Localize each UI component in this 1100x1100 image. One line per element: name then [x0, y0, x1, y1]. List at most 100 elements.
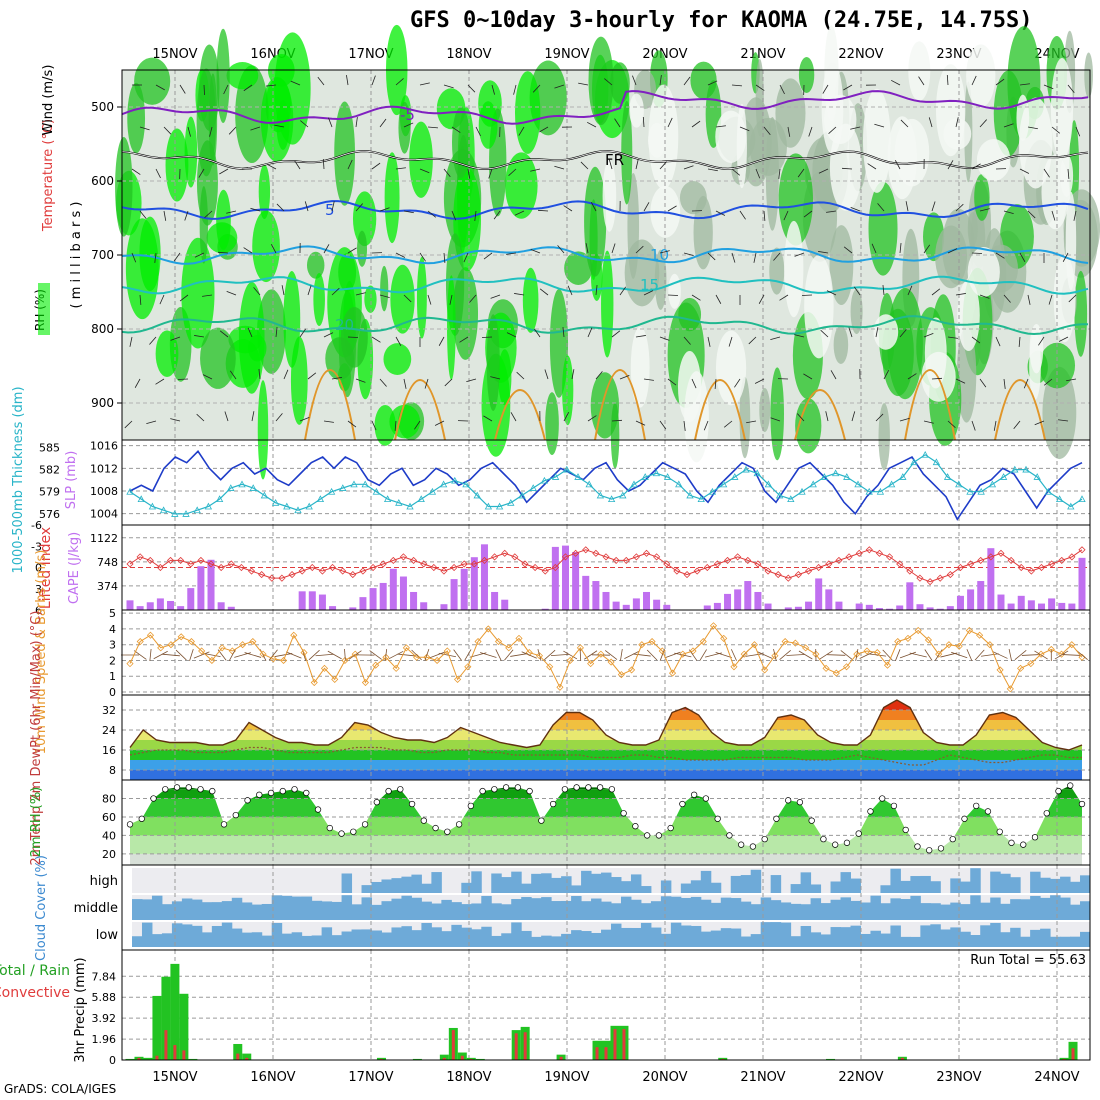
wind-barb	[371, 336, 381, 343]
rh-marker	[949, 835, 956, 843]
wind-barb	[890, 79, 901, 86]
cloud-cell	[431, 903, 442, 920]
cape-bar	[956, 595, 964, 610]
chart-title: GFS 0~10day 3-hourly for KAOMA (24.75E, …	[410, 8, 1033, 33]
wind-barb	[379, 378, 387, 387]
cloud-cell	[680, 925, 692, 947]
wind-barb	[481, 336, 493, 338]
wind-barb	[763, 210, 766, 221]
cloud-cell	[810, 898, 822, 920]
rh-blob	[1074, 270, 1088, 357]
cloud-cell	[471, 871, 482, 893]
wind-barb	[611, 243, 616, 254]
rh-blob	[759, 387, 771, 433]
rh-blob	[208, 73, 218, 166]
rh-blob	[252, 210, 280, 283]
cloud-cell	[1060, 876, 1071, 893]
rh-blob	[235, 65, 269, 164]
rh-marker	[996, 828, 1003, 835]
cloud-cell	[740, 936, 752, 947]
wind-barb	[228, 126, 237, 135]
cloud-cell	[700, 870, 712, 893]
cloud-cell	[1020, 899, 1031, 920]
cloud-cell	[211, 902, 223, 920]
wind-barb-10m	[537, 648, 542, 662]
cloud-cell	[241, 932, 253, 947]
wind-barb	[995, 336, 1001, 347]
wind-barb	[635, 159, 639, 170]
wind-barb-10m	[604, 650, 618, 660]
wind-barb	[443, 84, 454, 89]
precip-conv-bar	[595, 1047, 599, 1060]
thickness-marker	[719, 480, 728, 488]
thickness-marker	[943, 473, 952, 480]
precip-conv-bar	[604, 1047, 608, 1060]
wind-barb-10m	[855, 648, 859, 662]
wind-barb	[707, 252, 716, 261]
rh-dry-blob	[894, 118, 930, 187]
warm-contour	[394, 379, 446, 441]
rh-dry-blob	[715, 110, 747, 163]
wind-barb	[875, 327, 879, 338]
cloud-cell	[660, 896, 672, 920]
rh-dry-blob	[715, 330, 747, 406]
wind-barb	[514, 210, 525, 216]
cloud-cell	[790, 936, 802, 947]
rh-blob	[200, 327, 236, 389]
rh-blob	[1084, 52, 1093, 98]
wind-barb	[347, 420, 357, 428]
rh-marker	[855, 830, 862, 837]
cloud-cell	[810, 932, 822, 947]
precip-tick-label: 0	[109, 1054, 116, 1067]
wind-barb-10m	[924, 649, 933, 661]
wind-barb	[604, 78, 613, 86]
rh-blob	[601, 250, 614, 358]
cloud-cell	[331, 901, 343, 920]
contour-label: 10	[650, 246, 669, 264]
wind-barb-10m	[859, 651, 875, 659]
cape-bar	[592, 581, 600, 610]
wind-barb	[539, 126, 549, 133]
cloud-cell	[271, 895, 283, 920]
cloud-cell	[521, 930, 532, 947]
rh-dry-blob	[966, 44, 996, 108]
wind-barb-10m	[480, 652, 497, 658]
cloud-cell	[411, 874, 422, 893]
thickness-tick-label: 576	[39, 508, 60, 521]
cloud-cell	[611, 903, 622, 920]
cloud-cell	[850, 925, 861, 947]
rh-blob	[383, 343, 412, 376]
li-marker	[177, 556, 185, 564]
cloud-cell	[251, 932, 263, 947]
cloud-cell	[970, 895, 981, 920]
cloud-cell	[221, 901, 233, 920]
precip-conv-bar	[559, 1056, 563, 1060]
wind-marker	[177, 633, 185, 641]
precip-conv-bar	[245, 1057, 249, 1060]
cloud-cell	[700, 899, 712, 920]
rh-blob	[679, 181, 707, 215]
wind-barb	[822, 84, 829, 94]
warm-contour	[794, 389, 846, 441]
wind-barb	[753, 252, 757, 263]
wind-barb-10m	[974, 649, 985, 661]
temp-tick-label: 32	[102, 704, 116, 717]
wind-barb	[691, 120, 701, 128]
wind-barb	[801, 294, 813, 296]
wind-barb	[554, 84, 565, 89]
cloud-cell	[611, 877, 622, 893]
wind-marker	[423, 653, 431, 661]
cape-bar	[126, 600, 134, 610]
slp-tick-label: 1012	[90, 462, 118, 475]
cloud-cell	[850, 878, 861, 893]
rh-marker	[973, 802, 980, 810]
rh-dry-blob	[804, 254, 834, 359]
rh-tick-label: 80	[102, 792, 116, 805]
cape-bar	[501, 599, 509, 610]
precip-conv-bar	[442, 1057, 446, 1060]
cape-bar	[855, 603, 863, 610]
cloud-cell	[790, 884, 802, 893]
wind-tick-label: 1	[109, 670, 116, 683]
rh-blob	[216, 28, 230, 124]
thickness-marker	[708, 487, 717, 495]
